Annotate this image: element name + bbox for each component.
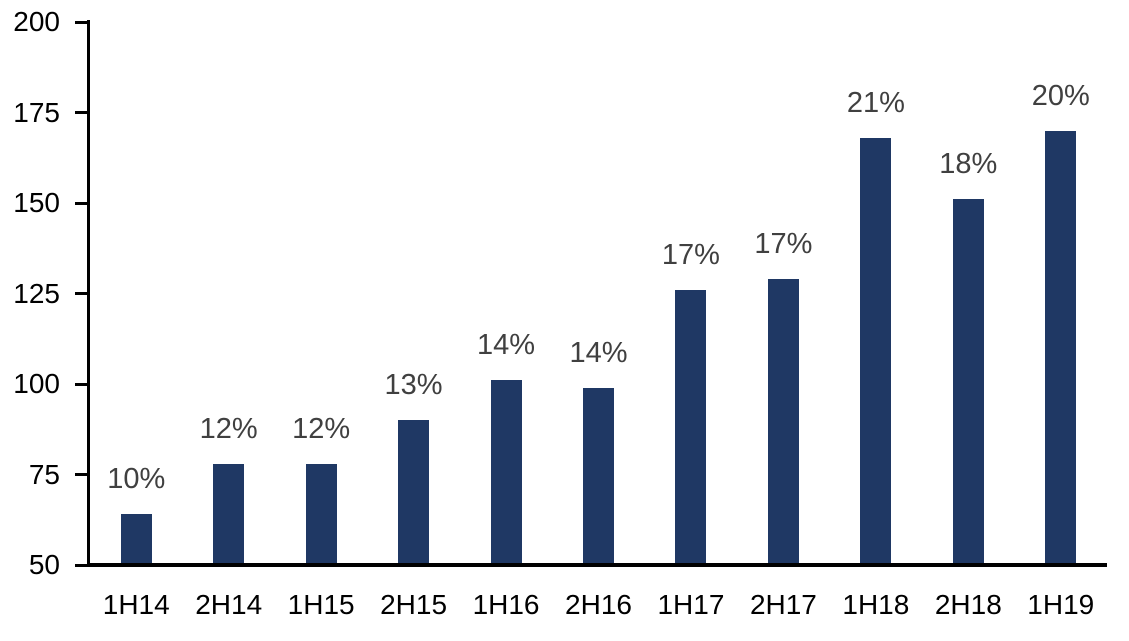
y-tick-mark <box>75 111 87 114</box>
y-tick-mark <box>75 563 87 567</box>
y-tick-mark <box>75 292 87 295</box>
x-label-1H17: 1H17 <box>657 589 725 620</box>
y-tick-mark <box>75 20 87 24</box>
bar-2H16 <box>583 387 614 563</box>
x-label-1H18: 1H18 <box>842 589 910 620</box>
y-tick-label: 175 <box>13 96 60 128</box>
data-label-2H16: 14% <box>569 336 628 369</box>
x-label-2H17: 2H17 <box>749 589 817 620</box>
bar-2H17 <box>767 279 799 563</box>
data-label-2H15: 13% <box>384 369 443 402</box>
y-tick-label: 150 <box>13 187 60 218</box>
data-label-1H19: 20% <box>1031 79 1090 112</box>
data-label-1H14: 10% <box>107 463 166 496</box>
bar-1H15 <box>305 463 337 563</box>
data-label-1H17: 17% <box>661 238 720 271</box>
y-tick-label: 50 <box>28 549 60 580</box>
bar-1H16 <box>490 380 522 563</box>
bar-2H18 <box>952 199 984 563</box>
bar-1H19 <box>1045 130 1077 563</box>
y-tick-label: 75 <box>28 458 60 490</box>
data-label-2H18: 18% <box>939 148 998 181</box>
x-label-2H18: 2H18 <box>934 589 1002 620</box>
data-label-2H17: 17% <box>754 228 813 261</box>
data-label-1H18: 21% <box>846 86 905 119</box>
bar-1H17 <box>675 289 707 563</box>
x-label-1H15: 1H15 <box>287 589 355 620</box>
y-tick-label: 125 <box>13 277 60 309</box>
y-tick-mark <box>75 382 87 386</box>
x-axis-line <box>87 563 1107 567</box>
bar-2H14 <box>213 463 245 563</box>
y-tick-label: 200 <box>13 6 60 37</box>
y-tick-label: 100 <box>13 368 60 399</box>
data-label-2H14: 12% <box>199 412 258 445</box>
bar-2H15 <box>398 420 430 563</box>
data-label-1H15: 12% <box>292 412 351 445</box>
x-label-2H15: 2H15 <box>380 589 448 620</box>
x-label-2H16: 2H16 <box>565 589 632 620</box>
x-label-1H16: 1H16 <box>472 589 540 620</box>
y-tick-mark <box>75 473 87 476</box>
bar-1H18 <box>860 137 892 563</box>
y-axis-line <box>87 20 90 567</box>
bar-1H14 <box>120 514 152 563</box>
data-label-1H16: 14% <box>477 329 536 362</box>
x-label-1H14: 1H14 <box>102 589 170 620</box>
x-label-2H14: 2H14 <box>195 589 263 620</box>
x-label-1H19: 1H19 <box>1027 589 1095 620</box>
y-tick-mark <box>75 201 87 205</box>
